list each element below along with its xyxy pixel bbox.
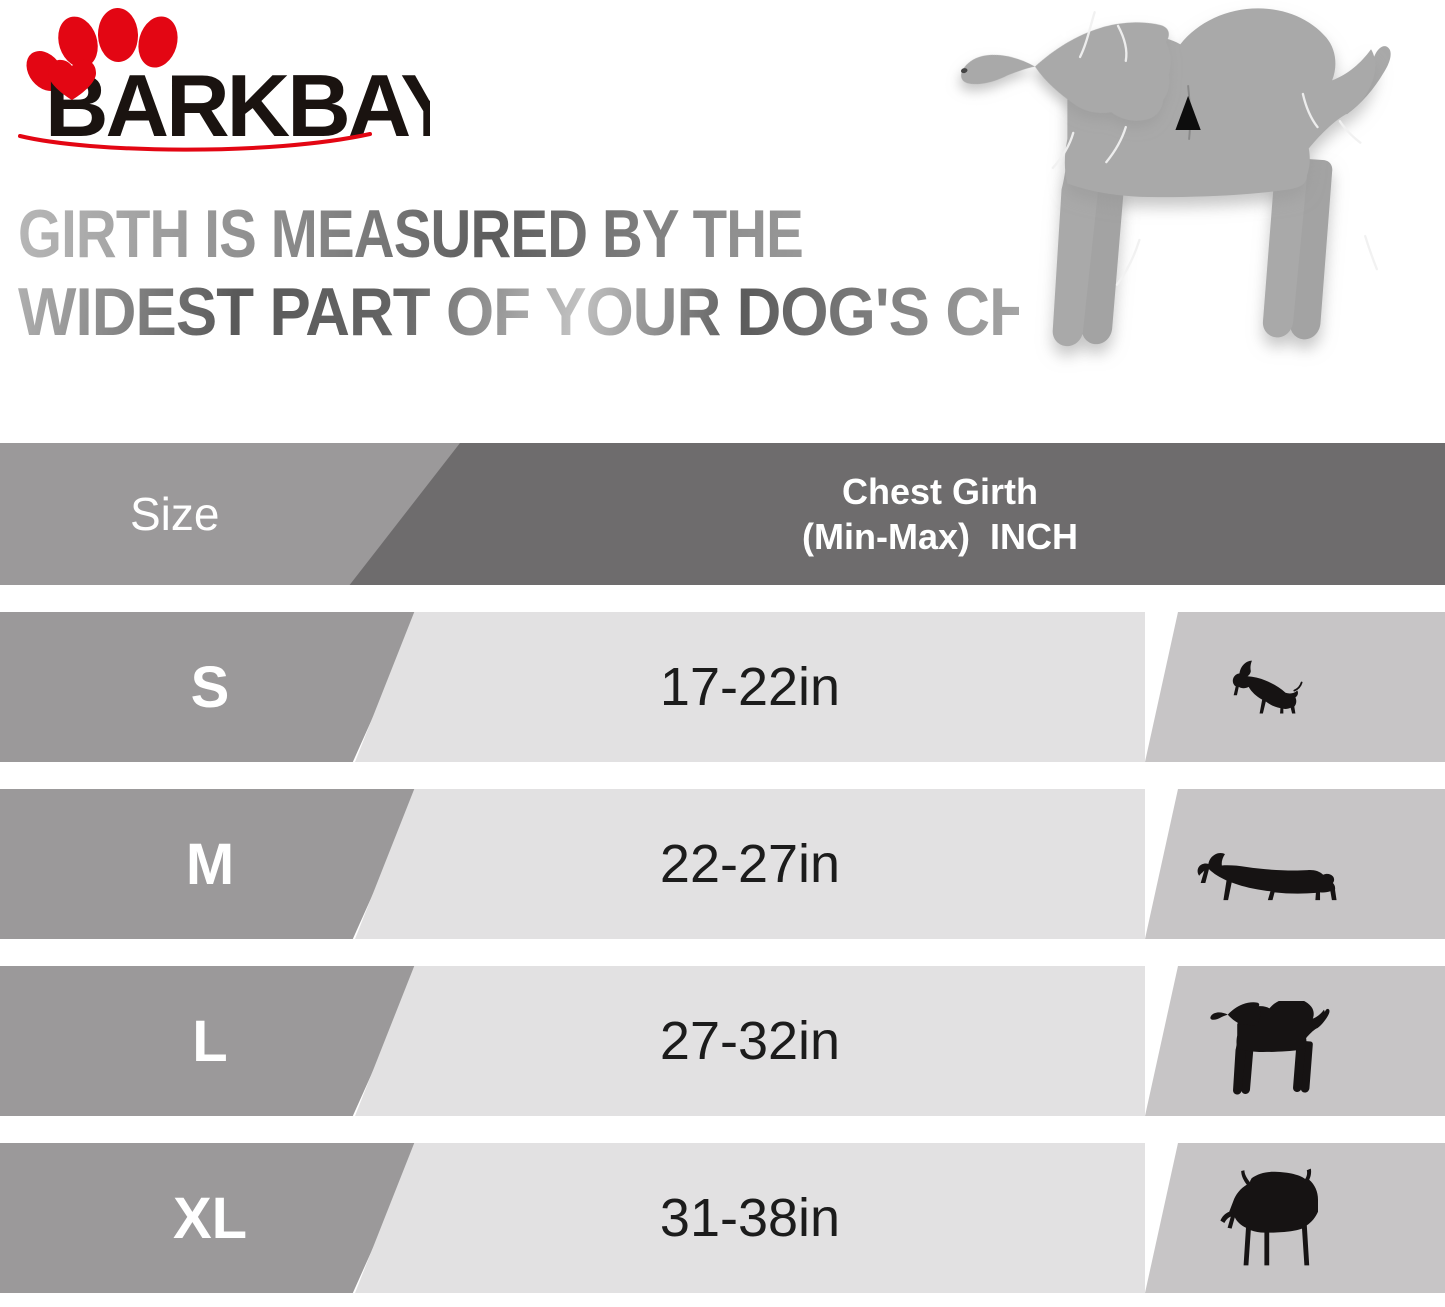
svg-text:BARKBAY: BARKBAY xyxy=(45,56,430,155)
